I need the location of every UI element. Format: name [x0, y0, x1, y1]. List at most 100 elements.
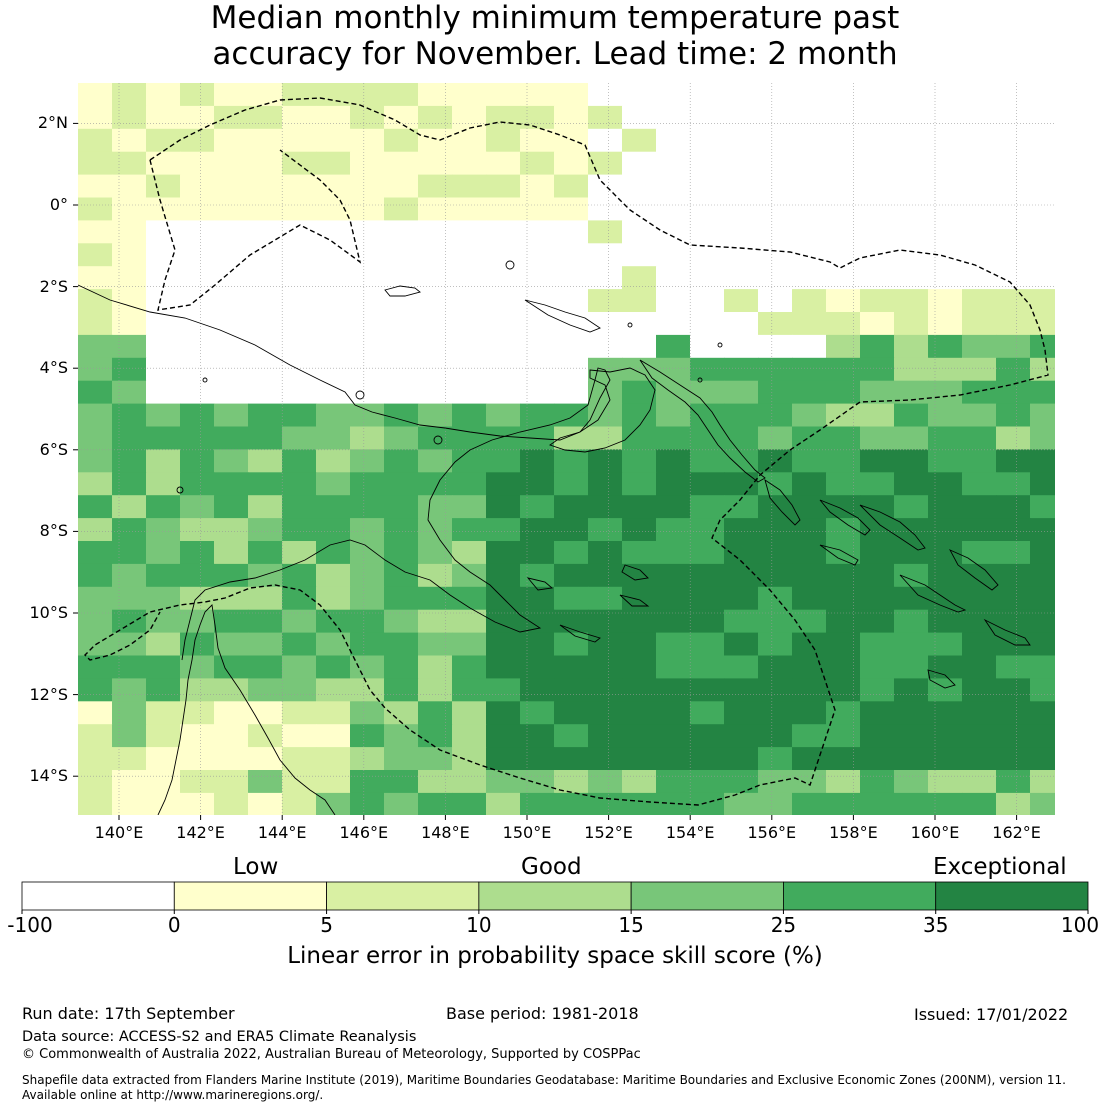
skill-cell	[996, 518, 1031, 542]
skill-cell	[724, 678, 759, 702]
skill-cell	[452, 83, 487, 107]
skill-cell	[1030, 632, 1055, 656]
skill-cell	[180, 403, 215, 427]
skill-cell	[656, 380, 691, 405]
skill-cell	[996, 724, 1031, 748]
skill-cell	[214, 220, 249, 244]
skill-cell	[894, 678, 929, 702]
skill-cell	[112, 609, 147, 634]
title-line-1: Median monthly minimum temperature past	[210, 0, 900, 36]
eez-png-north	[84, 97, 1049, 806]
skill-cell	[248, 289, 283, 313]
skill-cell	[622, 312, 657, 336]
skill-cell	[384, 541, 419, 565]
skill-cell	[724, 449, 759, 473]
skill-cell	[418, 701, 453, 725]
skill-cell	[588, 151, 623, 176]
skill-cell	[758, 701, 793, 725]
skill-cell	[1030, 792, 1055, 815]
skill-cell	[690, 678, 725, 702]
skill-cell	[792, 724, 827, 748]
skill-cell	[520, 586, 555, 611]
skill-cell	[554, 197, 589, 221]
skill-cell	[384, 357, 419, 382]
skill-cell	[962, 747, 997, 771]
skill-cell	[724, 266, 759, 290]
skill-cell	[1030, 724, 1055, 748]
skill-cell	[112, 541, 147, 565]
lat-label: 2°N	[37, 113, 68, 133]
islet	[433, 435, 443, 445]
skill-cell	[146, 609, 181, 634]
run-date: Run date: 17th September	[22, 1004, 235, 1023]
skill-cell	[146, 678, 181, 702]
colorbar-tick-label: 10	[466, 913, 492, 937]
skill-cell	[826, 128, 861, 153]
skill-cell	[418, 792, 453, 815]
skill-cell	[180, 174, 215, 198]
skill-cell	[928, 403, 963, 427]
skill-cell	[316, 472, 351, 496]
skill-cell	[180, 518, 215, 542]
skill-cell	[316, 770, 351, 794]
skill-cell	[316, 128, 351, 153]
skill-cell	[486, 128, 521, 153]
skill-cell	[792, 243, 827, 267]
skill-cell	[588, 357, 623, 382]
skill-cell	[180, 105, 215, 130]
skill-cell	[78, 243, 113, 267]
skill-cell	[316, 403, 351, 427]
skill-cell	[418, 151, 453, 176]
skill-cell	[214, 449, 249, 473]
skill-cell	[894, 563, 929, 588]
skill-cell	[792, 334, 827, 359]
skill-cell	[996, 563, 1031, 588]
skill-cell	[384, 563, 419, 588]
skill-cell	[894, 197, 929, 221]
skill-cell	[826, 289, 861, 313]
skill-cell	[554, 724, 589, 748]
skill-cell	[418, 655, 453, 679]
skill-cell	[962, 563, 997, 588]
skill-cell	[520, 174, 555, 198]
skill-cell	[758, 174, 793, 198]
skill-cell	[282, 380, 317, 405]
category-good: Good	[521, 854, 582, 880]
skill-cell	[350, 197, 385, 221]
skill-cell	[690, 563, 725, 588]
skill-cell	[146, 655, 181, 679]
skill-cell	[146, 83, 181, 107]
skill-cell	[792, 449, 827, 473]
skill-cell	[520, 220, 555, 244]
colorbar-segment	[326, 881, 480, 911]
skill-cell	[520, 105, 555, 130]
skill-cell	[282, 541, 317, 565]
skill-cell	[316, 563, 351, 588]
skill-cell	[282, 724, 317, 748]
skill-cell	[214, 747, 249, 771]
skill-cell	[452, 747, 487, 771]
skill-cell	[78, 83, 113, 107]
skill-cell	[248, 380, 283, 405]
skill-cell	[588, 770, 623, 794]
skill-cell	[180, 151, 215, 176]
skill-cell	[418, 586, 453, 611]
skill-cell	[724, 197, 759, 221]
skill-cell	[418, 449, 453, 473]
skill-cell	[316, 266, 351, 290]
skill-cell	[520, 701, 555, 725]
skill-cell	[248, 312, 283, 336]
skill-cell	[860, 289, 895, 313]
skill-cell	[486, 724, 521, 748]
skill-cell	[656, 518, 691, 542]
skill-cell	[826, 792, 861, 815]
solomon-islands-1	[819, 499, 871, 536]
skill-cell	[826, 403, 861, 427]
skill-cell	[962, 380, 997, 405]
skill-cell	[758, 83, 793, 107]
islet	[355, 390, 365, 400]
skill-cell	[1030, 174, 1055, 198]
skill-cell	[962, 289, 997, 313]
skill-cell	[78, 586, 113, 611]
skill-cell	[690, 426, 725, 450]
